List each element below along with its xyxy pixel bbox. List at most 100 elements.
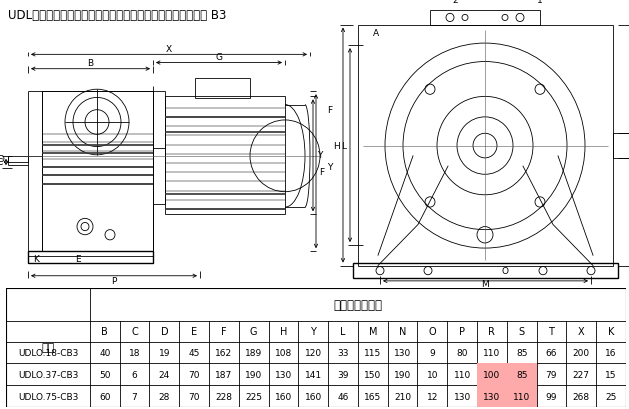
Text: 1: 1: [537, 0, 543, 5]
Text: C: C: [131, 327, 138, 337]
Text: X: X: [578, 327, 584, 337]
Text: UDL系列基本型与一级齿轮减速器组合地脚式外形及安装尺寸 B3: UDL系列基本型与一级齿轮减速器组合地脚式外形及安装尺寸 B3: [8, 9, 226, 22]
Bar: [477, 385, 507, 407]
Text: C: C: [0, 158, 3, 167]
Bar: [507, 364, 537, 385]
Text: G: G: [216, 53, 223, 62]
Text: T: T: [548, 327, 554, 337]
Text: S: S: [518, 327, 525, 337]
Bar: [195, 79, 250, 99]
Text: 110: 110: [483, 348, 501, 357]
Text: 227: 227: [572, 370, 590, 379]
Bar: [507, 385, 537, 407]
Text: 200: 200: [572, 348, 590, 357]
Text: 190: 190: [394, 370, 411, 379]
Text: X: X: [166, 45, 172, 54]
Text: 10: 10: [426, 370, 438, 379]
Text: M: M: [369, 327, 377, 337]
Bar: [28, 257, 153, 264]
Text: 79: 79: [546, 370, 557, 379]
Text: 24: 24: [159, 370, 170, 379]
Text: 100: 100: [483, 370, 501, 379]
Bar: [8, 156, 28, 162]
Text: 16: 16: [605, 348, 616, 357]
Text: N: N: [399, 327, 406, 337]
Text: Y: Y: [327, 162, 333, 171]
Text: B: B: [101, 327, 108, 337]
Text: 40: 40: [99, 348, 111, 357]
Text: 160: 160: [304, 391, 322, 400]
Text: O: O: [501, 267, 508, 275]
Text: 110: 110: [513, 391, 530, 400]
Bar: [153, 92, 165, 204]
Text: E: E: [75, 255, 81, 264]
Text: 型号: 型号: [42, 343, 55, 353]
Bar: [42, 92, 153, 252]
Text: 268: 268: [572, 391, 590, 400]
Text: 228: 228: [215, 391, 232, 400]
Text: O: O: [428, 327, 436, 337]
Text: 115: 115: [364, 348, 381, 357]
Text: 6: 6: [131, 370, 138, 379]
Text: L: L: [340, 327, 346, 337]
Text: 33: 33: [337, 348, 348, 357]
Text: F: F: [328, 106, 333, 115]
Text: 9: 9: [430, 348, 435, 357]
Text: 190: 190: [245, 370, 262, 379]
Text: 110: 110: [454, 370, 470, 379]
Text: 2: 2: [452, 0, 458, 5]
Text: F: F: [320, 167, 325, 176]
Text: 130: 130: [275, 370, 292, 379]
Text: 80: 80: [457, 348, 468, 357]
Text: 189: 189: [245, 348, 262, 357]
Text: G: G: [250, 327, 257, 337]
Text: F: F: [221, 327, 226, 337]
Text: 108: 108: [275, 348, 292, 357]
Text: 70: 70: [189, 391, 200, 400]
Text: UDLO.37-CB3: UDLO.37-CB3: [18, 370, 78, 379]
Text: 130: 130: [454, 391, 470, 400]
Bar: [358, 25, 613, 266]
Text: 130: 130: [483, 391, 501, 400]
Text: D: D: [0, 155, 4, 164]
Bar: [430, 11, 540, 25]
Bar: [28, 252, 153, 264]
Text: Y: Y: [310, 327, 316, 337]
Text: P: P: [459, 327, 465, 337]
Text: K: K: [608, 327, 614, 337]
Text: 25: 25: [605, 391, 616, 400]
Text: N: N: [482, 292, 488, 301]
Text: 46: 46: [337, 391, 348, 400]
Bar: [613, 134, 629, 158]
Text: 28: 28: [159, 391, 170, 400]
Text: E: E: [191, 327, 198, 337]
Text: 66: 66: [546, 348, 557, 357]
Text: 160: 160: [275, 391, 292, 400]
Text: M: M: [481, 280, 489, 289]
Text: 210: 210: [394, 391, 411, 400]
Text: 162: 162: [215, 348, 233, 357]
Text: D: D: [160, 327, 168, 337]
Text: 50: 50: [99, 370, 111, 379]
Text: UDLO.75-CB3: UDLO.75-CB3: [18, 391, 78, 400]
Text: K: K: [33, 255, 39, 264]
Text: 19: 19: [159, 348, 170, 357]
Text: 130: 130: [394, 348, 411, 357]
Text: 141: 141: [304, 370, 322, 379]
Text: 39: 39: [337, 370, 348, 379]
Text: 45: 45: [189, 348, 200, 357]
Bar: [477, 364, 507, 385]
Text: 99: 99: [546, 391, 557, 400]
Text: L: L: [342, 142, 347, 151]
Text: 120: 120: [304, 348, 322, 357]
Text: 18: 18: [129, 348, 140, 357]
Text: 12: 12: [426, 391, 438, 400]
Text: 85: 85: [516, 370, 527, 379]
Text: 15: 15: [605, 370, 616, 379]
Bar: [353, 264, 618, 278]
Text: A: A: [373, 29, 379, 38]
Text: 60: 60: [99, 391, 111, 400]
Text: 外形及安装尺寸: 外形及安装尺寸: [333, 299, 382, 311]
Text: 225: 225: [245, 391, 262, 400]
Text: R: R: [489, 327, 495, 337]
